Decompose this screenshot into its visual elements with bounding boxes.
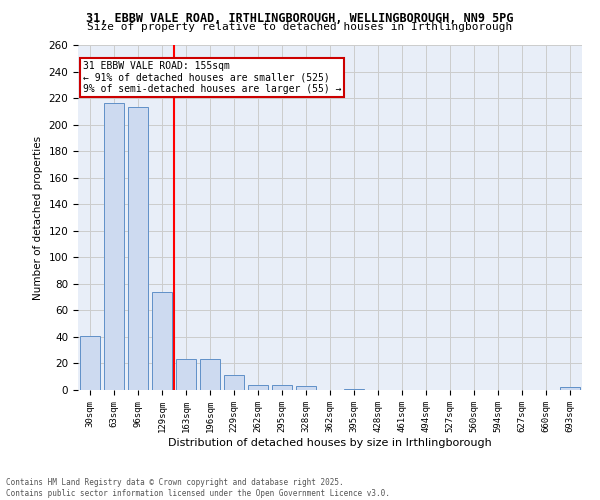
Bar <box>560 388 580 390</box>
Y-axis label: Number of detached properties: Number of detached properties <box>33 136 43 300</box>
Bar <box>176 360 196 390</box>
Bar <box>200 360 220 390</box>
Bar <box>344 388 364 390</box>
Text: 31 EBBW VALE ROAD: 155sqm
← 91% of detached houses are smaller (525)
9% of semi-: 31 EBBW VALE ROAD: 155sqm ← 91% of detac… <box>83 60 341 94</box>
Bar <box>80 336 100 390</box>
Text: Size of property relative to detached houses in Irthlingborough: Size of property relative to detached ho… <box>88 22 512 32</box>
X-axis label: Distribution of detached houses by size in Irthlingborough: Distribution of detached houses by size … <box>168 438 492 448</box>
Bar <box>224 376 244 390</box>
Bar <box>248 384 268 390</box>
Text: 31, EBBW VALE ROAD, IRTHLINGBOROUGH, WELLINGBOROUGH, NN9 5PG: 31, EBBW VALE ROAD, IRTHLINGBOROUGH, WEL… <box>86 12 514 26</box>
Bar <box>104 104 124 390</box>
Bar <box>152 292 172 390</box>
Text: Contains HM Land Registry data © Crown copyright and database right 2025.
Contai: Contains HM Land Registry data © Crown c… <box>6 478 390 498</box>
Bar <box>272 384 292 390</box>
Bar <box>128 108 148 390</box>
Bar <box>296 386 316 390</box>
